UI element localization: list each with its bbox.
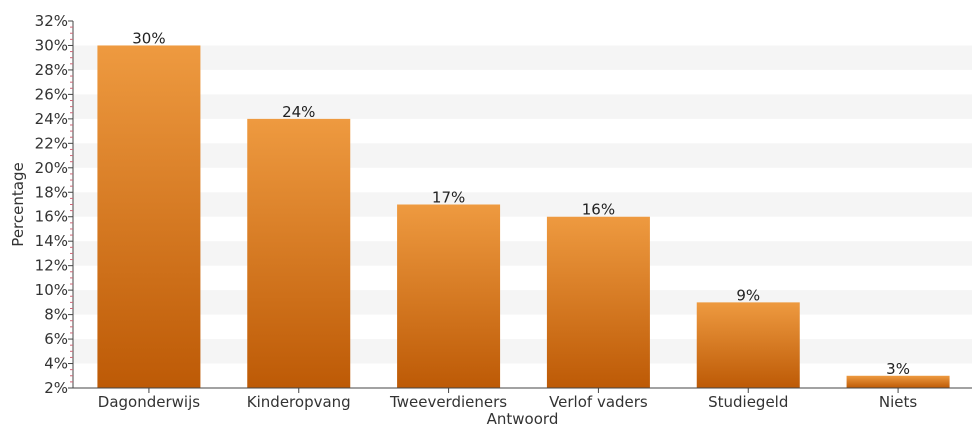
y-tick-label: 18% — [35, 183, 68, 201]
grid-band — [73, 290, 972, 315]
x-tick-label: Niets — [879, 393, 917, 411]
x-tick-label: Kinderopvang — [247, 393, 351, 411]
y-tick-label: 2% — [44, 379, 68, 397]
data-label: 30% — [132, 29, 165, 47]
grid-band — [73, 143, 972, 168]
y-tick-label: 12% — [35, 257, 68, 275]
labels: 30% Dagonderwijs 24% Kinderopvang 17% Tweever… — [98, 29, 918, 411]
bar-studiegeld — [696, 302, 800, 388]
data-label: 3% — [886, 360, 910, 378]
grid-band — [73, 94, 972, 119]
grid-band — [73, 241, 972, 266]
y-tick-label: 16% — [35, 208, 68, 226]
y-ticks: 2% 4% 6% 8% 10% 12% 14% 16% 18% 20% 22% 24% 26% 28% 30… — [35, 12, 73, 397]
y-tick-label: 4% — [44, 355, 68, 373]
bar-niets — [846, 375, 950, 388]
bar-dagonderwijs — [97, 45, 201, 388]
data-label: 17% — [432, 189, 465, 207]
x-tick-label: Tweeverdieners — [389, 393, 507, 411]
grid-band — [73, 339, 972, 364]
bar-kinderopvang — [247, 118, 351, 388]
grid-band — [73, 45, 972, 70]
y-tick-label: 6% — [44, 330, 68, 348]
y-tick-label: 10% — [35, 281, 68, 299]
grid-bands — [73, 45, 972, 364]
data-label: 24% — [282, 103, 315, 121]
y-tick-label: 32% — [35, 12, 68, 30]
x-axis-title: Antwoord — [487, 410, 559, 427]
x-tick-label: Verlof vaders — [549, 393, 648, 411]
y-tick-label: 24% — [35, 110, 68, 128]
y-tick-label: 28% — [35, 61, 68, 79]
y-tick-label: 30% — [35, 36, 68, 54]
data-label: 9% — [736, 286, 760, 304]
y-tick-label: 14% — [35, 232, 68, 250]
bar-verlof-vaders — [546, 216, 650, 388]
grid-band — [73, 192, 972, 217]
y-axis-title: Percentage — [9, 162, 27, 246]
y-tick-label: 26% — [35, 85, 68, 103]
bar-tweeverdieners — [397, 204, 501, 388]
y-tick-label: 22% — [35, 134, 68, 152]
y-tick-label: 8% — [44, 306, 68, 324]
x-tick-label: Dagonderwijs — [98, 393, 200, 411]
x-tick-label: Studiegeld — [708, 393, 788, 411]
y-tick-label: 20% — [35, 159, 68, 177]
bars — [97, 45, 950, 388]
data-label: 16% — [582, 201, 615, 219]
